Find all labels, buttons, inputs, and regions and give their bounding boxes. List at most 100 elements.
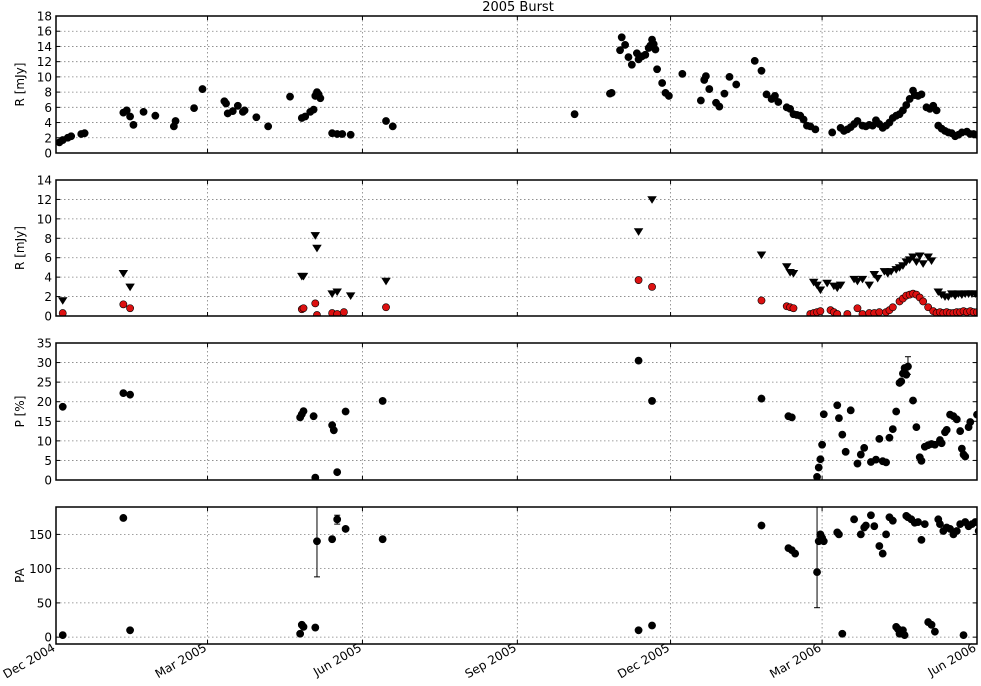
data-point — [341, 407, 350, 416]
y-tick-label: 16 — [37, 25, 52, 39]
data-point-triangle — [125, 283, 135, 292]
data-point — [329, 426, 338, 435]
data-point — [853, 117, 862, 125]
data-point — [309, 412, 318, 421]
data-point — [973, 308, 977, 316]
data-point — [867, 511, 875, 520]
data-point — [299, 304, 308, 313]
data-point — [311, 299, 320, 308]
y-tick-label: 0 — [44, 474, 52, 488]
data-point — [888, 425, 897, 434]
data-point — [875, 308, 884, 316]
data-point — [974, 131, 977, 140]
data-point — [846, 406, 855, 415]
data-point — [634, 276, 643, 284]
data-point — [882, 458, 890, 467]
data-point — [328, 535, 337, 544]
data-point — [126, 390, 134, 399]
y-tick-label: 6 — [44, 251, 52, 265]
data-point — [942, 425, 951, 434]
data-point — [67, 132, 76, 141]
data-point — [313, 537, 321, 546]
panel-frame — [55, 506, 978, 645]
data-point — [648, 621, 656, 630]
data-point — [286, 92, 294, 101]
data-point-triangle — [788, 270, 799, 278]
data-point — [627, 60, 636, 69]
y-tick-label: 50 — [37, 596, 52, 610]
data-point — [648, 282, 656, 291]
panel-3: 0 5 10 15 20 25 30 35 P [%] — [13, 337, 978, 488]
data-marks — [58, 507, 977, 639]
data-marks — [56, 33, 977, 147]
data-point — [816, 307, 825, 316]
data-point — [937, 439, 946, 448]
data-point-triangle — [812, 281, 822, 290]
x-tick-label: Mar 2005 — [153, 640, 209, 681]
x-tick-label: Mar 2006 — [767, 640, 823, 681]
x-tick-label: Jun 2005 — [310, 640, 364, 679]
data-point — [956, 427, 965, 435]
data-point — [190, 104, 198, 112]
data-point — [818, 440, 826, 449]
x-tick-label: Dec 2005 — [615, 640, 672, 681]
data-point-triangle — [869, 270, 880, 279]
data-point-triangle — [345, 292, 356, 300]
data-point — [774, 98, 783, 106]
data-point — [838, 430, 847, 439]
data-point — [198, 85, 207, 93]
y-tick-label: 14 — [37, 174, 52, 188]
data-point — [819, 410, 828, 419]
x-tick-label: Sep 2005 — [462, 640, 518, 681]
data-point-triangle — [312, 244, 322, 253]
data-point — [917, 90, 926, 99]
data-point — [816, 455, 825, 464]
data-point — [301, 112, 310, 121]
data-point — [732, 80, 741, 89]
data-point — [313, 311, 321, 316]
data-point — [129, 120, 138, 129]
data-point — [856, 530, 865, 539]
y-tick-label: 5 — [44, 454, 52, 468]
y-tick-label: 10 — [37, 70, 52, 84]
data-point — [875, 434, 884, 443]
data-point-triangle — [898, 262, 908, 270]
data-point — [311, 623, 320, 632]
data-point — [338, 130, 347, 138]
data-point — [725, 72, 734, 81]
y-tick-label: 10 — [37, 212, 52, 226]
data-point — [58, 631, 67, 639]
data-point — [624, 53, 633, 61]
y-tick-label: 4 — [44, 116, 52, 130]
data-point-triangle — [118, 270, 129, 278]
data-point — [378, 535, 387, 544]
data-point — [952, 527, 961, 535]
data-point — [917, 456, 926, 465]
data-point — [58, 402, 67, 411]
y-axis-title: PA — [13, 567, 27, 582]
data-point — [696, 96, 705, 105]
data-point — [828, 128, 837, 137]
data-point — [240, 106, 249, 115]
data-point — [920, 520, 929, 529]
panel-frame — [55, 342, 978, 481]
data-point — [843, 310, 852, 316]
data-point — [914, 518, 922, 526]
data-point — [875, 542, 884, 550]
y-tick-label: 2 — [44, 131, 52, 145]
data-marks — [57, 196, 977, 316]
data-point — [119, 300, 128, 309]
data-point-triangle — [647, 196, 657, 204]
data-point — [122, 106, 131, 115]
data-point — [885, 433, 894, 442]
data-point — [233, 101, 242, 110]
data-point — [872, 455, 880, 464]
data-point-triangle — [332, 288, 342, 297]
data-point — [888, 516, 897, 525]
data-point — [757, 296, 766, 305]
y-tick-label: 0 — [44, 147, 52, 161]
data-point-triangle — [57, 297, 68, 305]
data-point — [252, 113, 261, 122]
data-point — [811, 125, 820, 134]
